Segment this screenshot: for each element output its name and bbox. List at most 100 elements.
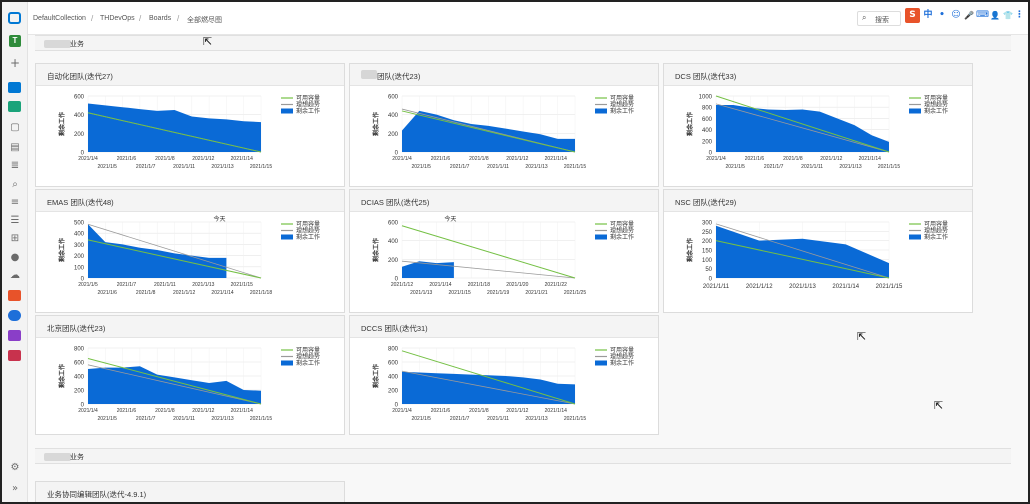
work-items-icon[interactable]: ▢	[10, 122, 20, 133]
dashboard-content: 业务 自动化团队(迭代27) 0 200 400 600 剩余工作 2021/1/4 2021…	[28, 35, 1028, 502]
burndown-card[interactable]: 团队(迭代23) 0 200 400 600 剩余工作 2021/1/4 2021/1/6 20…	[349, 63, 659, 187]
x-tick-label: 2021/1/6	[745, 156, 765, 162]
collapse-icon[interactable]: »	[11, 483, 19, 494]
card-title[interactable]: DCCS 团队(迭代31)	[361, 324, 428, 333]
feedback-icon[interactable]: ●	[10, 252, 20, 263]
card-title[interactable]: EMAS 团队(迭代48)	[47, 198, 114, 207]
burndown-card[interactable]: 北京团队(迭代23) 0 200 400 600 800 剩余工作 2021/1/4 2021/…	[35, 315, 345, 435]
overview-icon[interactable]	[8, 82, 21, 93]
ime-more-icon[interactable]: ⋮	[1015, 10, 1024, 20]
legend-label: 剩余工作	[610, 233, 634, 241]
project-avatar[interactable]: T	[9, 35, 21, 47]
today-label: 今天	[213, 215, 225, 223]
x-tick-label: 2021/1/6	[117, 408, 137, 414]
burndown-card[interactable]: DCIAS 团队(迭代25) 0 200 400 600 剩余工作 今天 2021/1/12 2…	[349, 189, 659, 313]
x-tick-label: 2021/1/4	[392, 156, 412, 162]
y-tick-label: 250	[702, 230, 713, 236]
ime-keyboard-icon[interactable]: ⌨	[976, 10, 989, 20]
boards-icon[interactable]	[8, 101, 21, 112]
burndown-chart: 0 200 400 600 剩余工作 2021/1/4 2021/1/6 2021/1/8 20…	[58, 94, 320, 170]
x-tick-label: 2021/1/18	[468, 282, 490, 288]
delivery-plans-icon[interactable]: ≡	[10, 197, 20, 208]
burndown-icon[interactable]: ⊞	[10, 233, 20, 244]
y-tick-label: 0	[81, 403, 85, 409]
card-title[interactable]: 团队(迭代23)	[377, 72, 421, 81]
breadcrumb-collection[interactable]: DefaultCollection	[33, 15, 86, 22]
legend-label: 剩余工作	[296, 359, 320, 367]
repos-icon[interactable]	[8, 290, 21, 301]
y-tick-label: 600	[388, 95, 399, 101]
queries-icon[interactable]: ⌕	[12, 179, 18, 190]
burndown-card[interactable]: 业务协同编辑团队(迭代-4.9.1)	[35, 481, 345, 502]
card-title[interactable]: 自动化团队(迭代27)	[47, 72, 113, 81]
card-title[interactable]: DCS 团队(迭代33)	[675, 72, 737, 81]
org-logo-icon[interactable]	[8, 12, 21, 24]
legend-label: 理想趋势	[924, 101, 948, 109]
ime-emoji-icon[interactable]: ☺	[951, 10, 961, 20]
legend-swatch	[281, 360, 293, 366]
card-header: 自动化团队(迭代27)	[36, 64, 344, 86]
burndown-card[interactable]: 自动化团队(迭代27) 0 200 400 600 剩余工作 2021/1/4 2021/1/…	[35, 63, 345, 187]
y-tick-label: 200	[74, 254, 85, 260]
artifacts-icon[interactable]	[8, 310, 21, 321]
burndown-card[interactable]: EMAS 团队(迭代48) 0 100 200 300 400 500 剩余工作 今天 2021/…	[35, 189, 345, 313]
x-tick-label: 2021/1/14	[545, 408, 567, 414]
card-header: DCS 团队(迭代33)	[664, 64, 972, 86]
burndown-card[interactable]: DCS 团队(迭代33) 0 200 400 600 800 1000 剩余工作 2021/1/…	[663, 63, 973, 187]
capacity-line	[87, 239, 262, 279]
gear-icon[interactable]: ⚙	[10, 462, 20, 473]
x-tick-label: 2021/1/13	[192, 282, 214, 288]
burndown-chart: 0 200 400 600 剩余工作 今天 2021/1/12 2021/1/14 2021/1…	[372, 215, 634, 296]
y-tick-label: 0	[395, 151, 399, 157]
extensions-icon[interactable]	[8, 350, 21, 361]
legend-label: 可用容量	[610, 346, 634, 354]
card-title[interactable]: 北京团队(迭代23)	[47, 324, 106, 333]
ime-logo-icon[interactable]: S	[905, 8, 920, 23]
analytics-icon[interactable]: ☰	[10, 215, 20, 226]
x-tick-label: 2021/1/8	[469, 156, 489, 162]
x-tick-label: 2021/1/5	[411, 416, 431, 422]
legend-label: 剩余工作	[924, 107, 948, 115]
y-axis-label: 剩余工作	[372, 112, 380, 136]
burndown-card[interactable]: DCCS 团队(迭代31) 0 200 400 600 800 剩余工作 2021/1/4 20…	[349, 315, 659, 435]
ime-user-icon[interactable]: 👤	[990, 11, 1000, 20]
pipelines-icon[interactable]: ☁	[10, 270, 20, 281]
ime-voice-icon[interactable]: 🎤	[964, 11, 974, 20]
x-tick-label: 2021/1/13	[525, 164, 547, 170]
y-tick-label: 200	[388, 258, 399, 264]
x-tick-label: 2021/1/11	[173, 164, 195, 170]
ime-skin-icon[interactable]: 👕	[1003, 11, 1013, 20]
sprints-icon[interactable]: ≣	[10, 160, 20, 171]
card-title[interactable]: 业务协同编辑团队(迭代-4.9.1)	[47, 490, 147, 499]
test-plans-icon[interactable]	[8, 330, 21, 341]
x-tick-label: 2021/1/8	[136, 290, 156, 296]
legend-label: 理想趋势	[296, 101, 320, 109]
card-title[interactable]: NSC 团队(迭代29)	[675, 198, 737, 207]
ime-punct-icon[interactable]: •	[939, 10, 945, 20]
card-title[interactable]: DCIAS 团队(迭代25)	[361, 198, 430, 207]
group-header[interactable]: 业务	[35, 448, 1011, 464]
burndown-card[interactable]: NSC 团队(迭代29) 0 50 100 150 200 250 300 剩余工作 2021/1…	[663, 189, 973, 313]
x-tick-label: 2021/1/5	[78, 282, 98, 288]
backlogs-icon[interactable]: ▤	[10, 142, 20, 153]
legend-label: 可用容量	[296, 346, 320, 354]
breadcrumb-separator: /	[139, 14, 142, 23]
x-tick-label: 2021/1/11	[487, 164, 509, 170]
ime-lang-toggle[interactable]: 中	[923, 10, 933, 20]
breadcrumb-project[interactable]: THDevOps	[100, 15, 135, 22]
breadcrumb-page[interactable]: 全部燃尽图	[187, 17, 222, 24]
y-tick-label: 600	[74, 361, 85, 367]
x-tick-label: 2021/1/13	[839, 164, 861, 170]
y-axis-label: 剩余工作	[58, 364, 66, 388]
group-header[interactable]: 业务	[35, 35, 1011, 51]
top-bar: DefaultCollection / THDevOps / Boards / …	[28, 2, 1028, 35]
breadcrumb-boards[interactable]: Boards	[149, 15, 172, 22]
y-tick-label: 0	[709, 151, 713, 157]
plus-icon[interactable]: +	[9, 56, 21, 70]
legend-label: 可用容量	[296, 94, 320, 102]
remaining-work-area	[88, 103, 261, 152]
y-tick-label: 150	[702, 249, 713, 255]
search-box[interactable]: ⌕ 搜索	[857, 11, 901, 26]
x-tick-label: 2021/1/11	[801, 164, 823, 170]
